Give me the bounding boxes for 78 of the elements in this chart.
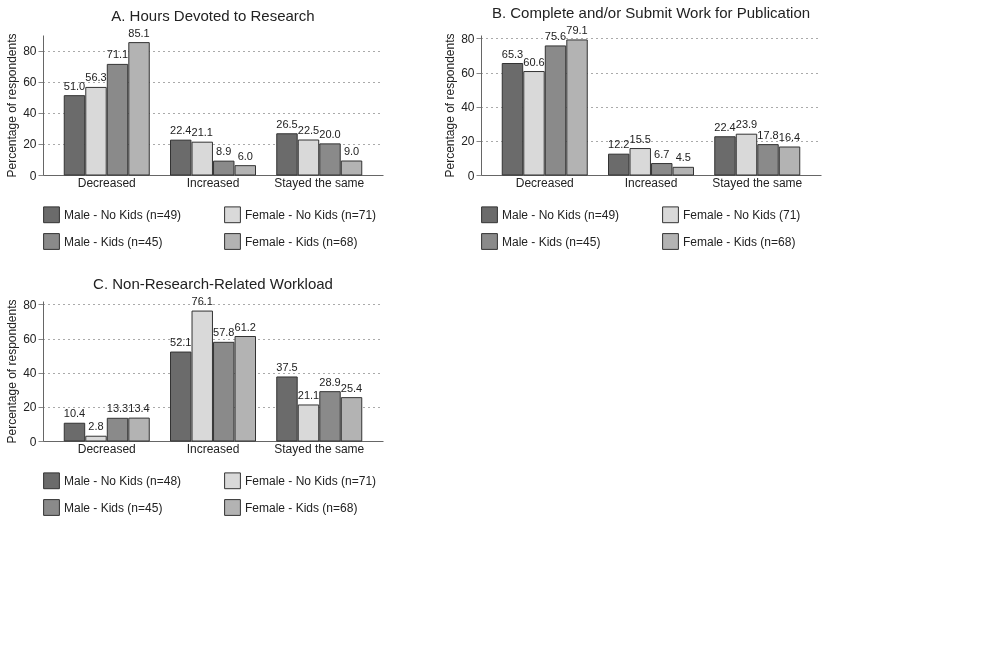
- data-label: 76.1: [191, 295, 213, 308]
- y-axis-title: Percentage of respondents: [5, 299, 20, 444]
- data-label: 51.0: [63, 79, 86, 92]
- data-label: 75.6: [544, 29, 567, 42]
- legend-label: Female - No Kids (71): [683, 207, 801, 222]
- data-label: 71.1: [106, 48, 129, 61]
- legend-label: Female - No Kids (n=71): [245, 473, 377, 488]
- x-tick-label: Decreased: [515, 175, 574, 190]
- y-tick-label: 0: [467, 168, 475, 183]
- data-label: 10.4: [63, 407, 86, 420]
- legend-label: Male - No Kids (n=49): [64, 207, 182, 222]
- data-label: 13.3: [106, 402, 129, 415]
- data-label: 9.0: [343, 145, 360, 157]
- legend-label: Female - Kids (n=68): [245, 500, 358, 515]
- data-label: 13.4: [128, 402, 150, 415]
- data-label: 22.4: [170, 124, 192, 137]
- data-label: 28.9: [319, 375, 341, 388]
- chart-title: C. Non-Research-Related Workload: [93, 275, 333, 293]
- x-tick-label: Stayed the same: [274, 441, 365, 456]
- x-tick-label: Decreased: [77, 175, 136, 190]
- chart-title: A. Hours Devoted to Research: [111, 6, 315, 24]
- y-tick-label: 60: [23, 332, 37, 347]
- y-tick-label: 20: [461, 134, 475, 149]
- data-label: 60.6: [523, 55, 545, 68]
- data-label: 22.5: [297, 124, 320, 136]
- legend-label: Female - Kids (n=68): [245, 234, 358, 249]
- data-label: 79.1: [566, 23, 588, 36]
- data-label: 16.4: [778, 131, 801, 143]
- data-label: 20.0: [319, 127, 341, 140]
- legend-label: Female - Kids (n=68): [683, 234, 796, 249]
- data-label: 23.9: [735, 118, 758, 131]
- legend-label: Female - No Kids (n=71): [245, 207, 377, 222]
- legend-label: Male - Kids (n=45): [502, 234, 601, 249]
- data-label: 6.7: [654, 147, 670, 160]
- y-axis-title: Percentage of respondents: [443, 33, 458, 178]
- data-label: 22.4: [714, 120, 736, 133]
- data-label: 61.2: [234, 320, 256, 333]
- data-label: 4.5: [675, 151, 691, 164]
- x-tick-label: Increased: [186, 175, 240, 190]
- data-label: 56.3: [85, 71, 107, 84]
- legend-label: Male - Kids (n=45): [64, 234, 163, 249]
- y-tick-label: 20: [23, 137, 37, 152]
- data-label: 17.8: [757, 128, 779, 141]
- data-label: 15.5: [629, 132, 651, 145]
- y-tick-label: 80: [461, 31, 475, 46]
- y-tick-label: 40: [23, 366, 37, 381]
- y-tick-label: 40: [461, 100, 475, 115]
- data-label: 12.2: [608, 138, 630, 151]
- data-label: 26.5: [276, 117, 298, 130]
- legend-label: Male - No Kids (n=49): [502, 207, 620, 222]
- data-label: 57.8: [213, 326, 235, 339]
- y-tick-label: 60: [461, 66, 475, 81]
- chart-title: B. Complete and/or Submit Work for Publication: [491, 3, 811, 21]
- y-tick-label: 60: [23, 75, 37, 90]
- x-tick-label: Increased: [624, 175, 678, 190]
- data-label: 25.4: [340, 381, 363, 394]
- data-label: 65.3: [501, 47, 524, 60]
- legend-label: Male - Kids (n=45): [64, 500, 163, 515]
- data-label: 85.1: [128, 26, 150, 39]
- y-tick-label: 0: [29, 168, 37, 183]
- data-label: 21.1: [191, 126, 213, 139]
- data-label: 6.0: [237, 149, 253, 162]
- legend-label: Male - No Kids (n=48): [64, 473, 182, 488]
- data-label: 52.1: [170, 336, 192, 349]
- y-tick-label: 40: [23, 106, 37, 121]
- x-tick-label: Decreased: [77, 441, 136, 456]
- data-label: 37.5: [276, 360, 298, 373]
- data-label: 8.9: [216, 145, 232, 158]
- y-tick-label: 0: [29, 434, 37, 449]
- y-tick-label: 20: [23, 400, 37, 415]
- y-tick-label: 80: [23, 44, 37, 59]
- x-tick-label: Stayed the same: [274, 175, 365, 190]
- y-axis-title: Percentage of respondents: [5, 33, 20, 178]
- y-tick-label: 80: [23, 297, 37, 312]
- x-tick-label: Increased: [186, 441, 240, 456]
- x-tick-label: Stayed the same: [712, 175, 803, 190]
- data-label: 21.1: [297, 388, 320, 401]
- data-label: 2.8: [88, 420, 104, 433]
